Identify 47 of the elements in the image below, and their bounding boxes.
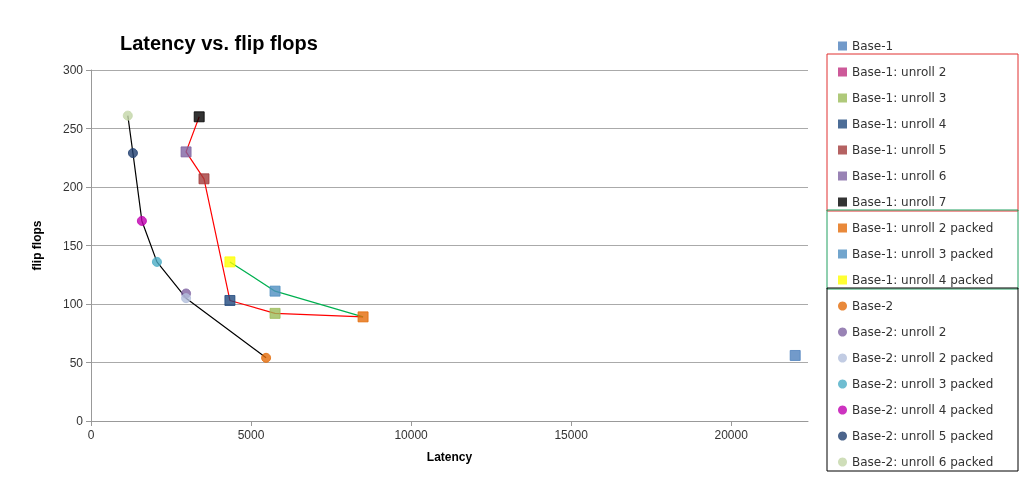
y-tick-label: 150 [62, 238, 84, 253]
point [357, 311, 369, 323]
point [224, 294, 236, 306]
legend-label: Base-2: unroll 3 packed [852, 377, 994, 391]
point [180, 146, 192, 158]
x-tick-label: 10000 [394, 428, 429, 442]
legend-label: Base-1: unroll 5 [852, 143, 947, 157]
legend-label: Base-2: unroll 6 packed [852, 455, 994, 469]
point [198, 173, 210, 185]
point [151, 256, 162, 267]
legend-label: Base-1: unroll 3 packed [852, 247, 994, 261]
point [193, 111, 205, 123]
x-tick-label: 20000 [714, 428, 749, 442]
legend-label: Base-2: unroll 5 packed [852, 429, 994, 443]
legend-label: Base-1: unroll 4 packed [852, 273, 994, 287]
point [127, 148, 138, 159]
legend-label: Base-2: unroll 2 packed [852, 351, 994, 365]
x-tick-label: 5000 [237, 428, 265, 442]
y-tick-label: 50 [69, 355, 84, 370]
chart-title: Latency vs. flip flops [120, 32, 318, 54]
point [122, 110, 133, 121]
legend-label: Base-1: unroll 2 packed [852, 221, 994, 235]
point [269, 285, 281, 297]
point [261, 352, 272, 363]
y-axis-title: flip flops [30, 220, 44, 271]
legend-label: Base-2: unroll 4 packed [852, 403, 994, 417]
legend-label: Base-2 [852, 299, 894, 313]
legend-label: Base-1: unroll 3 [852, 91, 947, 105]
x-axis-title: Latency [426, 450, 473, 464]
x-tick-label: 0 [87, 428, 95, 442]
legend-label: Base-2: unroll 2 [852, 325, 947, 339]
point [269, 307, 281, 319]
x-tick-label: 15000 [554, 428, 589, 442]
legend-label: Base-1 [852, 39, 894, 53]
legend-label: Base-1: unroll 6 [852, 169, 947, 183]
legend-label: Base-1: unroll 7 [852, 195, 947, 209]
y-tick-label: 300 [62, 63, 84, 77]
point [224, 256, 236, 268]
y-tick-label: 0 [76, 414, 84, 428]
legend-label: Base-1: unroll 4 [852, 117, 947, 131]
y-tick-label: 100 [62, 297, 84, 311]
y-tick-label: 250 [62, 121, 84, 136]
point [181, 293, 192, 304]
y-tick-label: 200 [62, 180, 84, 194]
legend-label: Base-1: unroll 2 [852, 65, 947, 79]
point [136, 215, 147, 226]
point [789, 349, 801, 361]
